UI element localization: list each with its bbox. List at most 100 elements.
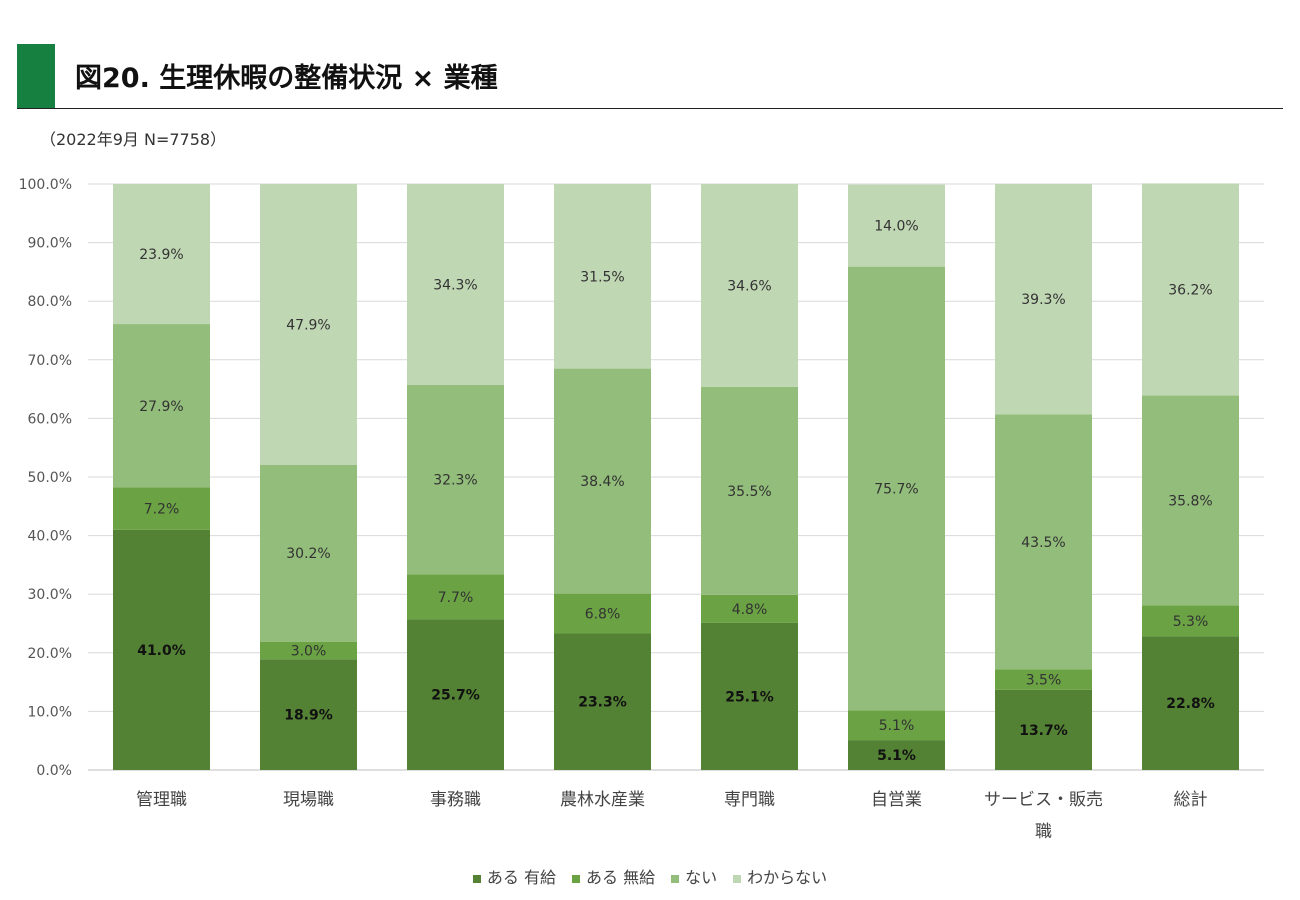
axes: 0.0% 10.0% 20.0% 30.0% 40.0% 50.0% 60.0% 70.0% 8… (19, 177, 1208, 842)
x-category-label: 事務職 (430, 790, 481, 810)
data-label: 34.6% (727, 278, 771, 294)
bar-segment (554, 633, 651, 770)
bar-segment (260, 464, 357, 642)
x-category-label: 自営業 (871, 790, 922, 810)
title-accent-block (17, 44, 55, 109)
bar-segment (995, 184, 1092, 415)
title-underline (17, 108, 1283, 109)
data-label: 14.0% (874, 219, 918, 235)
data-label: 22.8% (1166, 696, 1215, 712)
data-label: 75.7% (874, 481, 918, 497)
bars (113, 183, 1239, 770)
legend-swatch (733, 874, 742, 883)
y-tick-label: 40.0% (28, 529, 72, 545)
legend-label: わからない (747, 868, 828, 887)
bar-segment (1142, 605, 1239, 637)
data-label: 5.3% (1173, 614, 1209, 630)
bar-segment (554, 184, 651, 369)
legend-label: ない (685, 868, 718, 887)
data-label: 35.8% (1168, 493, 1212, 509)
bar-segment (113, 324, 210, 488)
x-category-label: 総計 (1174, 790, 1208, 810)
bar-segment (407, 574, 504, 620)
bar-segment (995, 689, 1092, 770)
data-label: 5.1% (879, 718, 915, 734)
data-label: 3.5% (1026, 672, 1062, 688)
y-tick-label: 70.0% (28, 353, 72, 369)
bar-segment (260, 184, 357, 465)
bar-segment (113, 184, 210, 325)
chart-legend: ある 有給 ある 無給 ない わからない (0, 864, 1300, 888)
data-label: 3.0% (291, 643, 327, 659)
data-label: 27.9% (139, 399, 183, 415)
bar-segment (1142, 395, 1239, 606)
bar-segment (848, 710, 945, 741)
data-label: 23.3% (578, 695, 627, 711)
bar-segment (260, 641, 357, 660)
bar-segment (701, 594, 798, 623)
bar-segment (701, 622, 798, 770)
data-label: 36.2% (1168, 282, 1212, 298)
data-label: 5.1% (877, 748, 916, 764)
data-label: 32.3% (433, 473, 477, 489)
data-label: 6.8% (585, 607, 621, 623)
legend-swatch (571, 874, 580, 883)
bar-segment (995, 669, 1092, 690)
data-label: 43.5% (1021, 535, 1065, 551)
bar-segment (407, 619, 504, 770)
data-label: 38.4% (580, 474, 624, 490)
x-category-label: 職 (1035, 822, 1052, 842)
y-tick-label: 0.0% (36, 763, 72, 779)
y-tick-label: 100.0% (19, 177, 72, 193)
bar-segment (554, 368, 651, 594)
chart-subtitle: （2022年9月 N=7758） (40, 130, 227, 149)
data-label: 25.7% (431, 688, 480, 704)
chart-title: 図20. 生理休暇の整備状況 × 業種 (75, 63, 498, 94)
legend-swatch (472, 874, 481, 883)
data-label: 35.5% (727, 484, 771, 500)
data-label: 41.0% (137, 643, 186, 659)
data-label: 23.9% (139, 247, 183, 263)
legend-item: ない (671, 864, 717, 888)
y-tick-label: 50.0% (28, 470, 72, 486)
data-labels: 41.0% 7.2% 27.9% 23.9% 18.9% 3.0% 30.2% 47.9% 25… (137, 219, 1215, 764)
legend-item: わからない (733, 864, 827, 888)
bar-segment (407, 384, 504, 575)
legend-item: ある 無給 (571, 864, 656, 888)
data-label: 47.9% (286, 317, 330, 333)
bar-segment (1142, 183, 1239, 396)
bar-segment (113, 529, 210, 770)
x-category-label: 農林水産業 (560, 790, 645, 810)
legend-label: ある 無給 (585, 868, 656, 887)
y-tick-label: 10.0% (28, 704, 72, 720)
legend-label: ある 有給 (486, 868, 556, 887)
title-bar: 図20. 生理休暇の整備状況 × 業種 (17, 44, 1283, 109)
data-label: 13.7% (1019, 723, 1068, 739)
bar-segment (1142, 636, 1239, 770)
data-label: 39.3% (1021, 292, 1065, 308)
y-tick-label: 80.0% (28, 294, 72, 310)
bar-segment (701, 184, 798, 387)
data-label: 30.2% (286, 546, 330, 562)
x-category-label: 管理職 (136, 790, 187, 810)
bar-segment (554, 593, 651, 634)
x-category-label: 現場職 (283, 790, 334, 810)
bar-segment (848, 266, 945, 711)
data-label: 7.7% (438, 590, 474, 606)
bar-segment (848, 740, 945, 770)
bar-segment (995, 414, 1092, 670)
y-tick-label: 20.0% (28, 646, 72, 662)
data-label: 7.2% (144, 502, 180, 518)
x-category-label: 専門職 (724, 790, 775, 810)
bar-segment (260, 659, 357, 770)
bar-segment (701, 386, 798, 595)
x-category-label: サービス・販売 (984, 790, 1103, 810)
data-label: 31.5% (580, 269, 624, 285)
y-tick-label: 90.0% (28, 236, 72, 252)
bar-segment (407, 184, 504, 385)
legend-swatch (671, 874, 680, 883)
legend-item: ある 有給 (472, 864, 556, 888)
y-tick-label: 30.0% (28, 587, 72, 603)
bar-segment (113, 487, 210, 530)
